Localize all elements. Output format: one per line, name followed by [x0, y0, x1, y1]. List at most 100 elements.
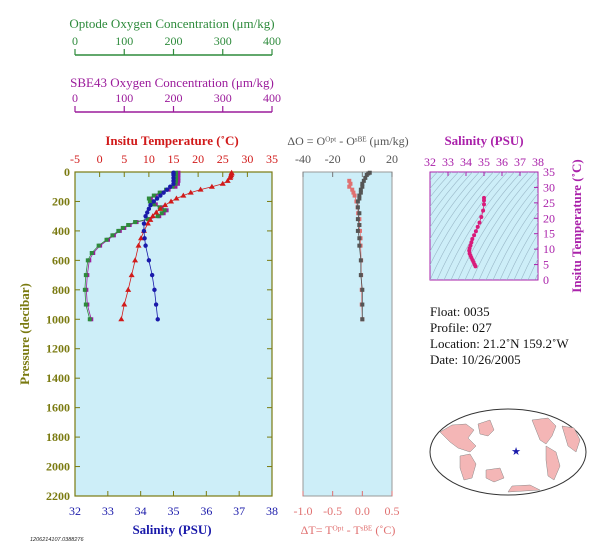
salinity-point: [151, 199, 156, 204]
salinity-tick-label: 38: [266, 504, 278, 518]
temperature-tick-label: 0: [97, 152, 103, 166]
oxygen-optode-point: [155, 214, 160, 219]
delta-o-point: [358, 190, 363, 195]
sbe43-tick-label: 0: [72, 91, 78, 105]
isopycnal-line: [430, 172, 480, 240]
ts-point: [479, 215, 484, 220]
isopycnal-line: [471, 176, 538, 280]
ts-temperature-tick-label: 15: [543, 227, 555, 241]
delta-t-axis-title: ΔT= Tᴼᵖᵗ - Tˢᴮᴱ (˚C): [301, 523, 396, 537]
isopycnal-line: [443, 172, 515, 280]
salinity-tick-label: 33: [102, 504, 114, 518]
delta-o-point: [357, 243, 362, 248]
salinity-point: [152, 287, 157, 293]
temperature-point: [224, 177, 231, 183]
optode-tick-label: 300: [214, 34, 232, 48]
isopycnal-line: [430, 172, 459, 208]
delta-o-point: [355, 205, 360, 210]
pressure-tick-label: 1600: [46, 401, 70, 415]
pressure-tick-label: 800: [52, 283, 70, 297]
sbe43-tick-label: 100: [115, 91, 133, 105]
delta-t-tick-label: -0.5: [323, 504, 342, 518]
oxygen-optode-point: [120, 225, 125, 230]
delta-o-tick-label: -40: [295, 152, 311, 166]
oxygen-optode-point: [96, 243, 101, 248]
salinity-point: [171, 181, 176, 186]
temperature-tick-label: 20: [192, 152, 204, 166]
profile-panel: Insitu Temperature (˚C) Salinity (PSU) P…: [17, 133, 278, 537]
oxygen-optode-point: [146, 196, 151, 201]
delta-t-point: [352, 193, 357, 198]
temperature-point: [149, 213, 156, 219]
oxygen-optode-point: [110, 233, 115, 238]
temperature-point: [125, 286, 132, 292]
pressure-tick-label: 400: [52, 224, 70, 238]
temperature-point: [144, 220, 151, 226]
delta-o-point: [358, 187, 363, 192]
delta-o-point: [360, 317, 365, 322]
ts-panel: Salinity (PSU) Insitu Temperature (˚C) 3…: [424, 133, 584, 293]
temperature-point: [157, 205, 164, 211]
temperature-point: [135, 242, 142, 248]
ts-salinity-tick-label: 35: [478, 155, 490, 169]
delta-t-tick-label: 0.5: [385, 504, 400, 518]
oxygen-optode-point: [151, 202, 156, 207]
ts-point: [473, 229, 478, 234]
oxygen-optode-point: [83, 302, 88, 307]
ts-temperature-tick-label: 5: [543, 258, 549, 272]
map-ocean: [429, 408, 587, 496]
isopycnal-line: [436, 172, 508, 280]
oxygen-optode-point: [173, 172, 178, 177]
sbe43-tick-label: 300: [214, 91, 232, 105]
salinity-point: [153, 302, 159, 307]
delta-t-point: [350, 187, 355, 192]
delta-o-point: [357, 196, 362, 201]
ts-point: [477, 220, 482, 225]
isopycnal-line: [430, 172, 445, 189]
delta-t-point: [357, 228, 362, 233]
oxygen-optode-series: [82, 170, 178, 322]
ts-temperature-tick-label: 30: [543, 180, 555, 194]
difference-plot-area: [302, 171, 393, 497]
salinity-tick-label: 36: [200, 504, 212, 518]
temperature-point: [180, 192, 187, 198]
salinity-point: [141, 228, 147, 234]
temperature-tick-label: 15: [168, 152, 180, 166]
temperature-axis-title: Insitu Temperature (˚C): [105, 133, 238, 148]
delta-o-tick-label: 0: [359, 152, 365, 166]
float-info: Float: 0035 Profile: 027 Location: 21.2˚…: [430, 304, 569, 367]
delta-o-point: [361, 178, 366, 183]
oxygen-optode-point: [87, 317, 92, 322]
delta-o-point: [357, 193, 362, 198]
temperature-point: [128, 272, 135, 278]
salinity-point: [168, 184, 173, 189]
oxygen-optode-point: [151, 193, 156, 198]
float-location-star: ★: [511, 446, 521, 458]
ts-point: [481, 208, 486, 213]
delta-o-point: [358, 273, 363, 278]
ts-salinity-tick-label: 38: [532, 155, 544, 169]
salinity-point: [149, 272, 155, 278]
temperature-tick-label: 35: [266, 152, 278, 166]
pressure-tick-label: 200: [52, 194, 70, 208]
pressure-tick-label: 1800: [46, 430, 70, 444]
salinity-tick-label: 37: [233, 504, 245, 518]
oxygen-sbe43-point: [173, 184, 178, 189]
delta-o-point: [360, 184, 365, 189]
sbe43-scale-title: SBE43 Oxygen Concentration (μm/kg): [70, 75, 274, 90]
temperature-point: [197, 186, 204, 192]
isopycnal-line: [485, 192, 538, 280]
isopycnal-line: [457, 172, 529, 280]
salinity-point: [155, 317, 160, 322]
oxygen-optode-point: [159, 211, 164, 216]
temperature-point: [153, 209, 160, 215]
temperature-tick-label: 25: [217, 152, 229, 166]
delta-o-tick-label: 20: [386, 152, 398, 166]
oxygen-sbe43-point: [176, 175, 181, 180]
oxygen-optode-point: [147, 199, 152, 204]
delta-o-point: [360, 287, 365, 292]
oxygen-sbe43-point: [176, 178, 181, 183]
float-id: Float: 0035: [430, 304, 490, 319]
isopycnal-line: [513, 233, 538, 280]
